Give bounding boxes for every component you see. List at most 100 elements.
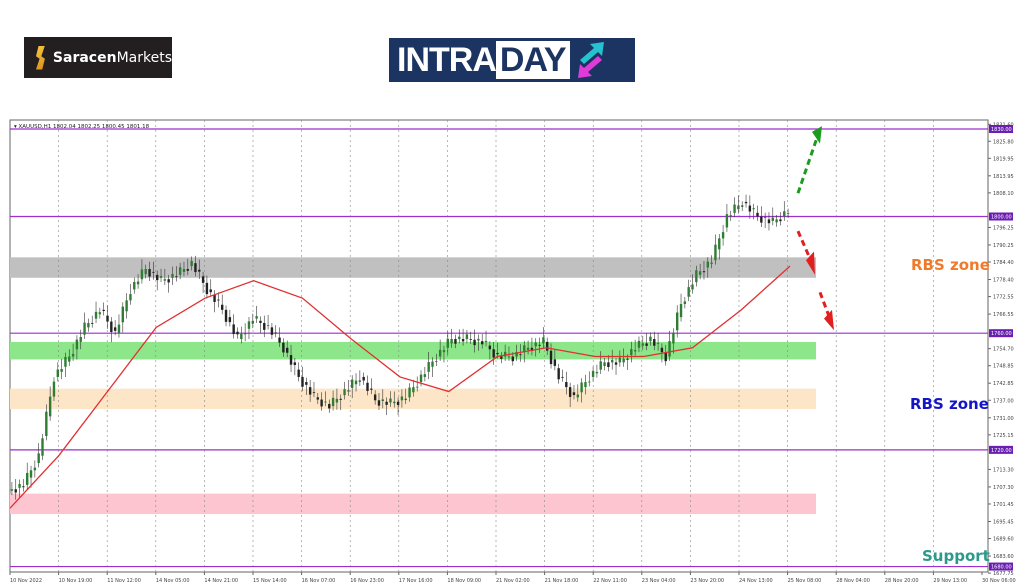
x-tick-label: 16 Nov 07:00 — [302, 578, 336, 584]
candle-body — [366, 382, 369, 391]
zone-2 — [10, 388, 816, 410]
x-tick-label: 17 Nov 16:00 — [399, 578, 433, 584]
level-label: 1800.00 — [991, 215, 1012, 221]
x-tick-label: 22 Nov 11:00 — [593, 578, 627, 584]
candle-body — [266, 325, 270, 326]
candle-body — [278, 337, 281, 343]
candle-body — [752, 208, 755, 210]
candle-body — [163, 279, 167, 281]
candle-body — [783, 211, 786, 217]
candle-body — [301, 376, 304, 387]
candle-body — [182, 269, 186, 272]
candle-body — [286, 347, 289, 353]
candle-body — [618, 357, 622, 363]
y-tick-label: 1813.95 — [993, 174, 1014, 180]
candle-body — [553, 359, 557, 366]
candle-body — [408, 387, 411, 398]
candle-body — [706, 261, 709, 268]
candle-body — [148, 269, 151, 277]
candle-body — [431, 361, 434, 367]
candle-body — [507, 356, 511, 358]
candle-body — [760, 216, 763, 223]
candle-body — [660, 347, 664, 353]
candle-body — [209, 289, 212, 293]
x-tick-label: 29 Nov 13:00 — [933, 578, 967, 584]
candle-body — [194, 263, 197, 273]
candle-body — [748, 205, 752, 212]
candle-body — [450, 339, 453, 344]
candle-body — [461, 339, 465, 342]
candle-body — [156, 274, 159, 281]
candle-body — [695, 270, 698, 283]
candle-body — [320, 399, 323, 407]
candle-body — [370, 388, 373, 390]
moving-average-line — [9, 265, 791, 509]
down-arrow-icon — [796, 230, 814, 264]
candle-body — [117, 324, 121, 334]
candle-body — [198, 269, 201, 272]
candle-body — [68, 356, 71, 362]
saracen-s-icon — [36, 45, 45, 70]
candle-body — [228, 317, 232, 323]
candle-body — [538, 344, 541, 346]
candle-body — [373, 394, 377, 401]
candle-body — [779, 219, 782, 222]
candle-body — [737, 205, 740, 210]
candle-body — [136, 281, 140, 285]
candle-body — [308, 387, 312, 395]
candle-body — [526, 347, 530, 350]
candle-body — [580, 382, 583, 393]
candle-body — [546, 341, 549, 351]
candle-body — [22, 486, 25, 488]
candle-body — [45, 411, 48, 437]
y-tick-label: 1731.00 — [993, 416, 1014, 422]
y-tick-label: 1701.45 — [993, 502, 1014, 508]
level-badge — [989, 212, 1013, 221]
level-badge — [989, 445, 1013, 454]
candle-body — [676, 312, 679, 331]
y-tick-label: 1742.85 — [993, 381, 1014, 387]
candle-body — [186, 269, 189, 271]
y-tick-label: 1689.60 — [993, 537, 1014, 543]
candle-body — [91, 322, 94, 324]
candle-body — [18, 483, 21, 488]
candle-body — [588, 381, 591, 383]
candle-body — [400, 396, 404, 401]
candle-body — [328, 403, 331, 409]
candle-body — [324, 401, 327, 403]
candle-body — [519, 354, 522, 356]
candle-body — [343, 389, 346, 396]
candle-body — [240, 333, 243, 340]
candle-body — [756, 212, 759, 217]
candle-body — [10, 489, 14, 491]
candle-body — [530, 347, 534, 351]
candle-body — [633, 350, 637, 352]
x-tick-label: 14 Nov 05:00 — [156, 578, 190, 584]
candle-body — [729, 215, 732, 217]
support-label: Support — [922, 547, 990, 565]
candle-body — [83, 322, 86, 335]
x-tick-label: 16 Nov 23:00 — [350, 578, 384, 584]
candle-body — [381, 399, 384, 402]
candle-body — [710, 262, 713, 264]
candle-body — [236, 331, 239, 335]
candle-body — [423, 374, 427, 377]
candle-body — [595, 371, 599, 374]
candle-body — [305, 382, 308, 385]
candle-body — [721, 232, 725, 239]
candle-body — [744, 201, 748, 204]
candle-body — [649, 336, 652, 342]
x-tick-label: 23 Nov 04:00 — [642, 578, 676, 584]
candle-body — [178, 267, 182, 275]
candle-body — [190, 260, 193, 267]
x-tick-label: 28 Nov 20:00 — [885, 578, 919, 584]
y-tick-label: 1677.75 — [993, 571, 1014, 577]
candle-body — [201, 276, 205, 283]
rbs-zone-label-upper: RBS zone — [911, 256, 990, 274]
candle-body — [442, 350, 446, 353]
candle-body — [637, 340, 641, 348]
down-arrowhead-icon — [806, 251, 815, 275]
candle-body — [771, 217, 774, 221]
candle-body — [603, 362, 606, 367]
candle-body — [14, 489, 17, 493]
